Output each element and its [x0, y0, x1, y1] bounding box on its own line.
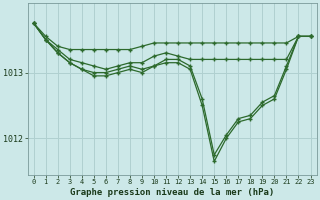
X-axis label: Graphe pression niveau de la mer (hPa): Graphe pression niveau de la mer (hPa)	[70, 188, 274, 197]
